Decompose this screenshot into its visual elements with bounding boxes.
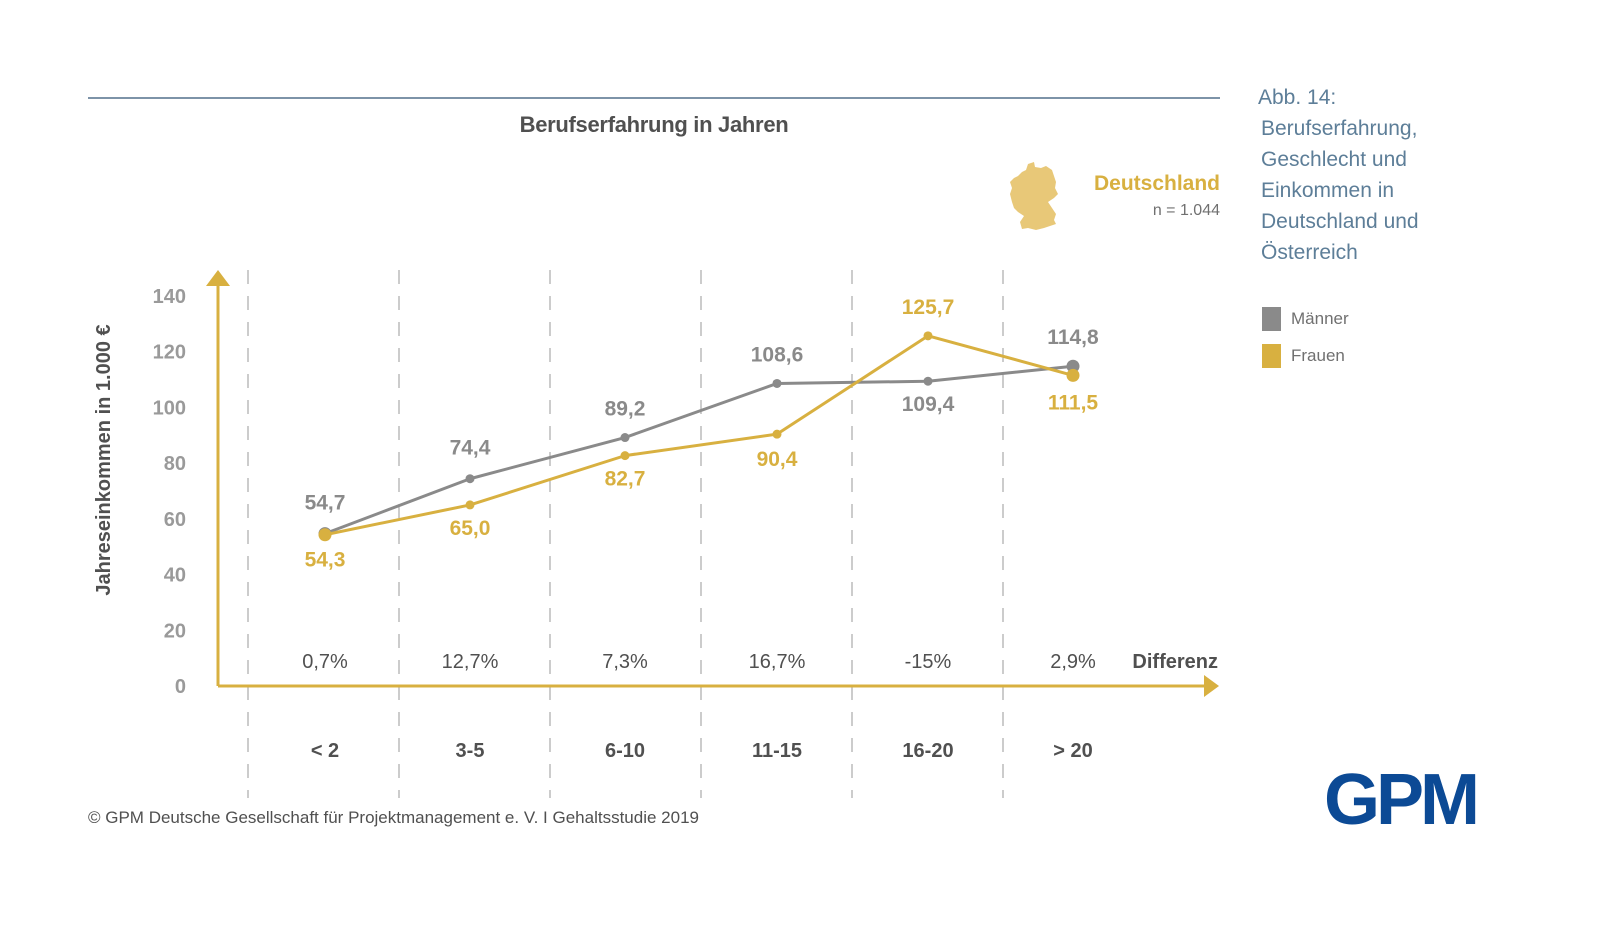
data-label: 89,2 [605,398,646,421]
data-label: 108,6 [751,343,804,366]
data-point [772,429,782,439]
legend-label-men: Männer [1291,308,1349,328]
legend-item-men: Männer [1262,300,1349,337]
data-label: 82,7 [605,468,646,491]
data-label: 114,8 [1047,326,1099,349]
caption-line: Abb. 14: [1258,86,1337,109]
caption-line: Einkommen in [1261,179,1395,202]
data-label: 109,4 [902,393,955,416]
y-axis-arrow-icon [206,270,230,286]
figure-caption: Abb. 14: Berufserfahrung, Geschlecht und… [1258,82,1588,268]
y-tick-label: 0 [175,676,186,698]
caption-line: Geschlecht und [1261,148,1407,171]
x-axis-arrow-icon [1204,675,1219,697]
data-label: 54,3 [305,549,346,572]
gpm-logo: GPM [1324,764,1480,830]
y-tick-label: 80 [164,453,186,475]
x-category-label: 11-15 [752,740,802,762]
x-category-label: 6-10 [605,740,645,762]
y-tick-label: 140 [153,286,186,308]
gpm-logo-text: GPM [1324,764,1476,830]
y-axis-label: Jahreseinkommen in 1.000 € [93,324,115,595]
difference-value: 0,7% [302,651,348,673]
y-tick-label: 20 [164,620,186,642]
region-name: Deutschland [1093,172,1220,195]
difference-value: 12,7% [442,651,499,673]
category-separators [247,270,1004,798]
x-category-label: < 2 [311,740,339,762]
series-line-men [324,364,1074,536]
region-info: Deutschland n = 1.044 [1000,160,1220,235]
data-point [1066,368,1080,382]
top-divider [88,97,1220,99]
data-label: 111,5 [1048,391,1099,414]
legend-item-women: Frauen [1262,337,1349,374]
data-point [465,474,475,484]
data-point [620,433,630,443]
caption-line: Österreich [1261,241,1358,264]
legend-swatch-men [1262,306,1281,331]
chart-title: Berufserfahrung in Jahren [519,112,789,137]
difference-value: 2,9% [1050,651,1096,673]
difference-row: 0,7% 12,7% 7,3% 16,7% -15% 2,9% [302,651,1096,673]
y-ticks: 0 20 40 60 80 100 120 140 [153,286,186,698]
difference-value: 16,7% [749,651,806,673]
y-tick-label: 120 [153,342,186,364]
data-label: 65,0 [450,517,491,540]
data-label: 125,7 [902,296,955,319]
sample-size: n = 1.044 [1152,202,1220,219]
difference-value: -15% [905,651,952,673]
series-women: 54,3 65,0 82,7 90,4 125,7 111,5 [305,296,1099,572]
data-point [923,331,933,341]
data-point [465,500,475,510]
data-point [1066,359,1080,373]
x-category-label: > 20 [1053,740,1092,762]
caption-line: Berufserfahrung, [1261,117,1418,140]
difference-value: 7,3% [602,651,648,673]
x-category-labels: < 2 3-5 6-10 11-15 16-20 > 20 [311,740,1093,762]
y-tick-label: 60 [164,509,186,531]
legend-swatch-women [1262,343,1281,368]
series-line-women [324,334,1074,537]
caption-line: Deutschland und [1261,210,1419,233]
data-point [318,528,332,542]
data-point [923,376,933,386]
data-label: 74,4 [450,437,491,460]
x-category-label: 16-20 [902,740,953,762]
legend-label-women: Frauen [1291,345,1345,365]
series-men: 54,7 74,4 89,2 108,6 109,4 114,8 [305,326,1099,541]
y-tick-label: 40 [164,565,186,587]
y-tick-label: 100 [153,397,186,419]
germany-map-icon [1010,162,1058,230]
data-point [772,378,782,388]
data-label: 54,7 [305,492,346,515]
legend: Männer Frauen [1262,300,1349,374]
difference-label: Differenz [1132,651,1218,673]
x-category-label: 3-5 [456,740,485,762]
data-point [620,451,630,461]
data-label: 90,4 [757,448,798,471]
copyright-footer: © GPM Deutsche Gesellschaft für Projektm… [88,808,699,827]
